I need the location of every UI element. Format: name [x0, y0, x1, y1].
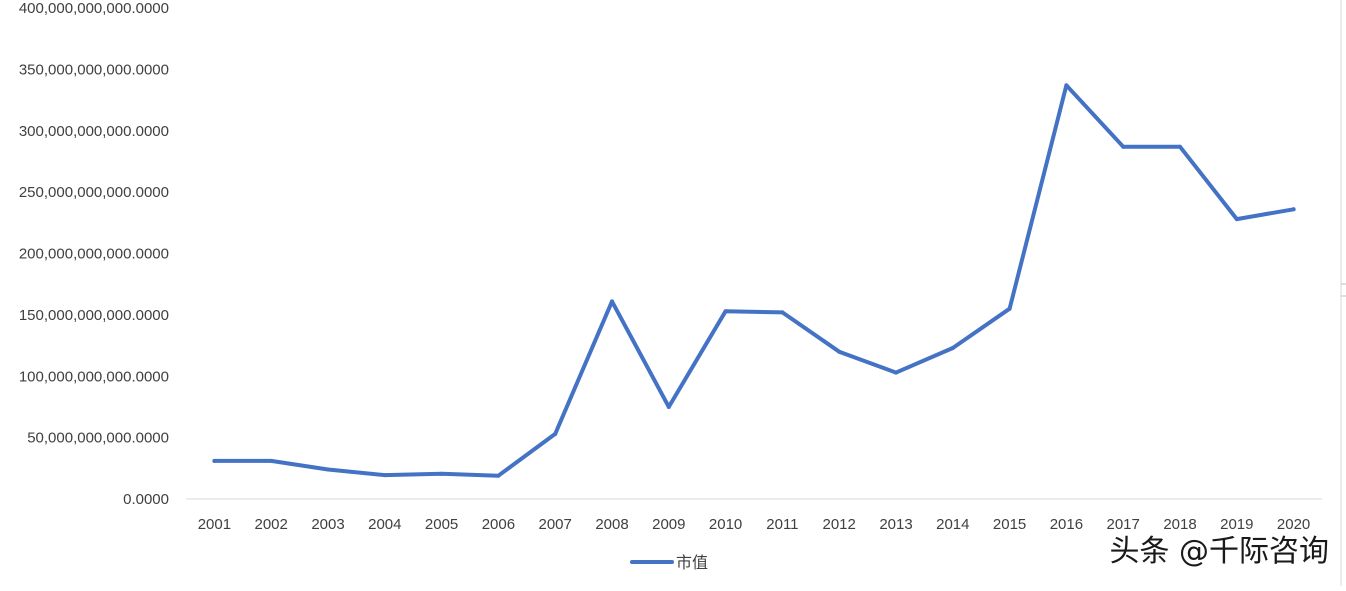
x-tick-label: 2012	[823, 516, 856, 533]
data-point[interactable]	[326, 467, 330, 472]
y-tick-label: 300,000,000,000.0000	[19, 123, 169, 140]
data-point[interactable]	[780, 310, 785, 315]
series-layer	[212, 83, 1296, 478]
x-tick-label: 2005	[425, 516, 458, 533]
data-point[interactable]	[553, 431, 558, 436]
data-point[interactable]	[1178, 144, 1182, 149]
x-tick-label: 2017	[1107, 516, 1140, 533]
x-tick-label: 2019	[1220, 516, 1253, 533]
x-tick-label: 2016	[1050, 516, 1083, 533]
data-point[interactable]	[1064, 83, 1069, 88]
x-tick-label: 2018	[1163, 516, 1196, 533]
x-tick-label: 2013	[879, 516, 912, 533]
y-tick-label: 150,000,000,000.0000	[19, 307, 169, 324]
data-point[interactable]	[439, 471, 444, 476]
x-tick-label: 2002	[255, 516, 288, 533]
series-line[interactable]	[212, 83, 1296, 478]
data-point[interactable]	[666, 404, 671, 409]
x-tick-label: 2007	[539, 516, 572, 533]
x-tick-label: 2020	[1277, 516, 1310, 533]
x-tick-label: 2003	[311, 516, 344, 533]
y-tick-label: 400,000,000,000.0000	[19, 0, 169, 17]
x-tick-label: 2001	[198, 516, 231, 533]
y-tick-label: 250,000,000,000.0000	[19, 184, 169, 201]
x-tick-label: 2008	[595, 516, 628, 533]
legend-label: 市值	[676, 554, 708, 572]
y-tick-label: 50,000,000,000.0000	[27, 430, 169, 447]
y-tick-label: 350,000,000,000.0000	[19, 61, 169, 78]
y-tick-label: 200,000,000,000.0000	[19, 246, 169, 263]
x-tick-label: 2010	[709, 516, 742, 533]
y-tick-label: 0.0000	[123, 491, 169, 508]
data-point[interactable]	[723, 309, 728, 314]
y-axis-tick-labels: 0.0000 50,000,000,000.0000 100,000,000,000…	[19, 0, 169, 508]
x-tick-label: 2009	[652, 516, 685, 533]
legend[interactable]: 市值	[630, 554, 708, 572]
x-tick-label: 2006	[482, 516, 515, 533]
data-point[interactable]	[1291, 207, 1296, 212]
x-axis-tick-labels: 2001 2002 2003 2004 2005 2006 2007 2008 2009 2010…	[198, 516, 1311, 533]
data-point[interactable]	[610, 299, 614, 304]
data-point[interactable]	[382, 473, 387, 478]
x-tick-label: 2014	[936, 516, 969, 533]
x-tick-label: 2015	[993, 516, 1026, 533]
data-point[interactable]	[1234, 217, 1239, 222]
data-point[interactable]	[894, 370, 898, 375]
data-point[interactable]	[212, 458, 217, 463]
data-point[interactable]	[1007, 306, 1012, 311]
data-point[interactable]	[1121, 144, 1126, 149]
data-point[interactable]	[837, 349, 842, 354]
x-tick-label: 2004	[368, 516, 401, 533]
y-tick-label: 100,000,000,000.0000	[19, 368, 169, 385]
data-point[interactable]	[950, 346, 955, 351]
data-point[interactable]	[496, 473, 501, 478]
x-tick-label: 2011	[766, 516, 798, 533]
data-point[interactable]	[269, 458, 274, 463]
watermark: 头条 @千际咨询	[1109, 534, 1329, 569]
